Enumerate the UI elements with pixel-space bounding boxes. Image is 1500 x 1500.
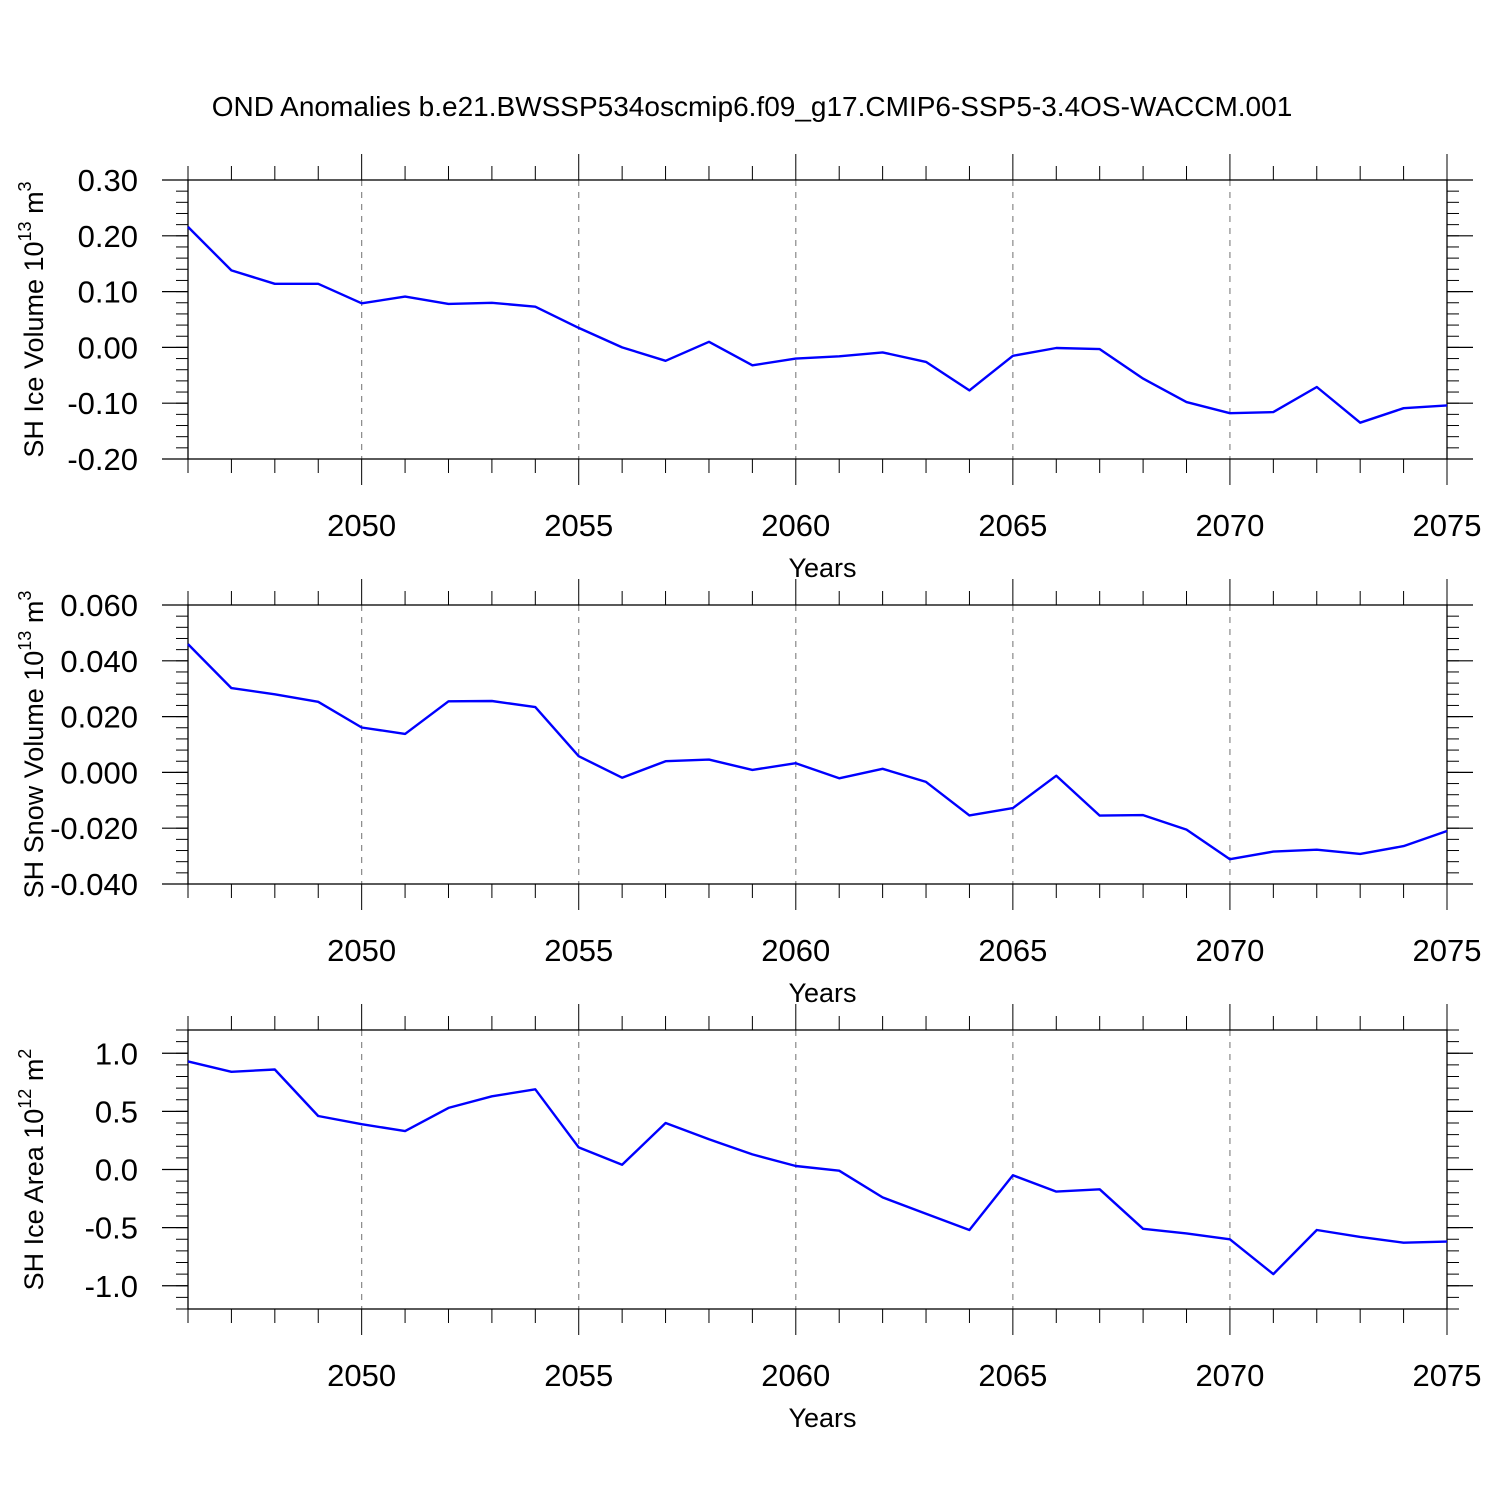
y-tick-label: 0.20 (78, 219, 138, 254)
x-tick-label: 2055 (544, 1358, 613, 1393)
x-tick-label: 2055 (544, 508, 613, 543)
y-tick-label: 0.000 (60, 755, 138, 790)
y-tick-label: 0.020 (60, 700, 138, 735)
x-tick-label: 2075 (1413, 933, 1482, 968)
x-tick-label: 2060 (761, 508, 830, 543)
x-tick-label: 2060 (761, 933, 830, 968)
x-tick-label: 2075 (1413, 508, 1482, 543)
x-axis-label: Years (788, 978, 856, 1008)
y-tick-label: 0.00 (78, 330, 138, 365)
y-tick-label: -0.020 (50, 811, 138, 846)
x-tick-label: 2065 (978, 1358, 1047, 1393)
y-tick-label: 0.0 (95, 1153, 138, 1188)
y-axis-label-text: SH Ice Area 10 (19, 1109, 49, 1291)
plot-frame (187, 604, 1448, 885)
x-axis-label: Years (788, 553, 856, 583)
y-tick-label: 0.10 (78, 275, 138, 310)
series-line (187, 643, 1448, 861)
y-axis-label-text: SH Snow Volume 10 (19, 651, 49, 899)
y-axis-label-unit: m (19, 1059, 49, 1089)
y-tick-label: -1.0 (85, 1269, 138, 1304)
x-tick-label: 2060 (761, 1358, 830, 1393)
panel-2: -0.040 -0.020 0.000 0.020 0.040 0.060 2050 2055… (15, 579, 1481, 1008)
x-tick-label: 2050 (327, 508, 396, 543)
y-tick-label: -0.5 (85, 1211, 138, 1246)
y-axis-label: SH Ice Volume 1013 m3 (15, 181, 49, 457)
panel-3: -1.0 -0.5 0.0 0.5 1.0 2050 2055 2060 2065 2070 207… (15, 1004, 1481, 1433)
panel-1: -0.20 -0.10 0.00 0.10 0.20 0.30 2050 2055 2060 20… (15, 154, 1481, 583)
x-tick-label: 2050 (327, 1358, 396, 1393)
y-tick-label: 0.040 (60, 644, 138, 679)
x-tick-label: 2065 (978, 508, 1047, 543)
y-axis-label-text: SH Ice Volume 10 (19, 241, 49, 457)
y-axis-label-unit: m (19, 191, 49, 221)
y-axis-label-exponent: 13 (15, 631, 35, 651)
x-tick-label: 2070 (1195, 508, 1264, 543)
x-axis-label: Years (788, 1403, 856, 1433)
y-axis-label-unit: m (19, 601, 49, 631)
y-axis-label: SH Snow Volume 1013 m3 (15, 591, 49, 899)
chart-title: OND Anomalies b.e21.BWSSP534oscmip6.f09_… (212, 91, 1293, 122)
y-axis-label-unit-exponent: 3 (15, 591, 35, 601)
x-tick-label: 2075 (1413, 1358, 1482, 1393)
y-axis-label: SH Ice Area 1012 m2 (15, 1049, 49, 1291)
y-axis-label-exponent: 13 (15, 221, 35, 241)
y-tick-label: -0.20 (67, 442, 138, 477)
y-tick-label: 0.5 (95, 1094, 138, 1129)
y-tick-label: 1.0 (95, 1036, 138, 1071)
y-tick-label: -0.10 (67, 386, 138, 421)
x-tick-label: 2050 (327, 933, 396, 968)
x-tick-label: 2055 (544, 933, 613, 968)
x-tick-label: 2070 (1195, 1358, 1264, 1393)
y-axis-label-unit-exponent: 2 (15, 1049, 35, 1059)
series-line (187, 1060, 1448, 1276)
x-tick-label: 2065 (978, 933, 1047, 968)
y-tick-label: 0.060 (60, 588, 138, 623)
plot-frame (187, 179, 1448, 460)
series-line (187, 226, 1448, 424)
y-axis-label-unit-exponent: 3 (15, 181, 35, 191)
y-tick-label: -0.040 (50, 867, 138, 902)
y-axis-label-exponent: 12 (15, 1089, 35, 1109)
y-tick-label: 0.30 (78, 163, 138, 198)
x-tick-label: 2070 (1195, 933, 1264, 968)
